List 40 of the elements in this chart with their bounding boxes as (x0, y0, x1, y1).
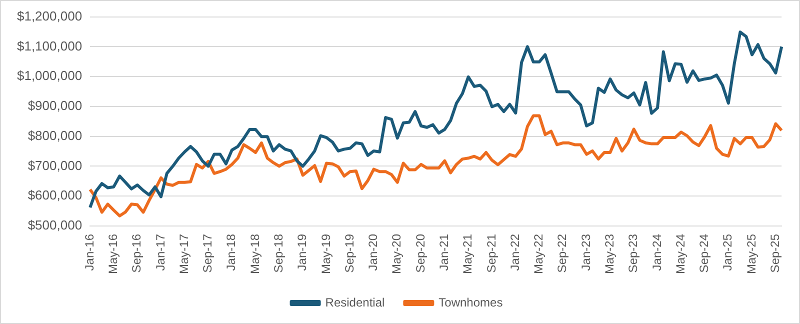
x-tick-label: May-21 (460, 234, 475, 274)
x-tick-label: Sep-21 (484, 234, 498, 273)
x-tick-label: Jan-25 (720, 234, 735, 271)
x-tick-label: Sep-23 (626, 234, 640, 273)
x-tick-label: Sep-19 (342, 234, 356, 273)
x-tick-label: May-23 (602, 234, 617, 274)
x-tick-label: Jan-20 (366, 234, 380, 271)
y-tick-label: $500,000 (28, 218, 82, 233)
legend-label: Residential (325, 295, 385, 310)
x-tick-label: Sep-17 (200, 234, 215, 273)
y-tick-label: $1,100,000 (16, 38, 82, 54)
x-tick-label: Sep-18 (272, 234, 286, 273)
x-tick-label: May-22 (532, 234, 546, 274)
x-tick-label: Jan-19 (295, 234, 310, 271)
x-tick-label: May-20 (390, 234, 404, 274)
x-tick-label: May-24 (673, 234, 688, 274)
x-tick-label: Jan-22 (508, 234, 522, 271)
y-tick-label: $700,000 (28, 158, 82, 173)
x-tick-label: May-16 (106, 234, 120, 274)
x-tick-label: Sep-22 (555, 234, 570, 273)
x-tick-label: Jan-17 (153, 234, 168, 271)
x-tick-label: Sep-24 (697, 234, 712, 273)
y-tick-label: $600,000 (28, 188, 82, 203)
x-tick-label: May-19 (318, 234, 333, 274)
x-tick-label: May-25 (744, 234, 758, 274)
y-tick-label: $1,200,000 (16, 8, 82, 24)
x-tick-label: Jan-24 (650, 234, 664, 271)
x-tick-label: May-18 (248, 234, 262, 274)
x-tick-label: Sep-25 (768, 234, 782, 273)
x-tick-label: Jan-21 (437, 234, 452, 271)
x-tick-label: Jan-23 (578, 234, 593, 271)
y-tick-label: $800,000 (28, 128, 82, 143)
y-tick-label: $1,000,000 (16, 68, 82, 84)
y-tick-label: $900,000 (28, 98, 82, 114)
x-tick-label: Jan-16 (82, 234, 96, 271)
legend-label: Townhomes (438, 295, 503, 310)
x-tick-label: Sep-20 (413, 234, 428, 273)
x-tick-label: Jan-18 (224, 234, 238, 271)
x-tick-label: Sep-16 (130, 234, 144, 273)
x-tick-label: May-17 (176, 234, 191, 274)
